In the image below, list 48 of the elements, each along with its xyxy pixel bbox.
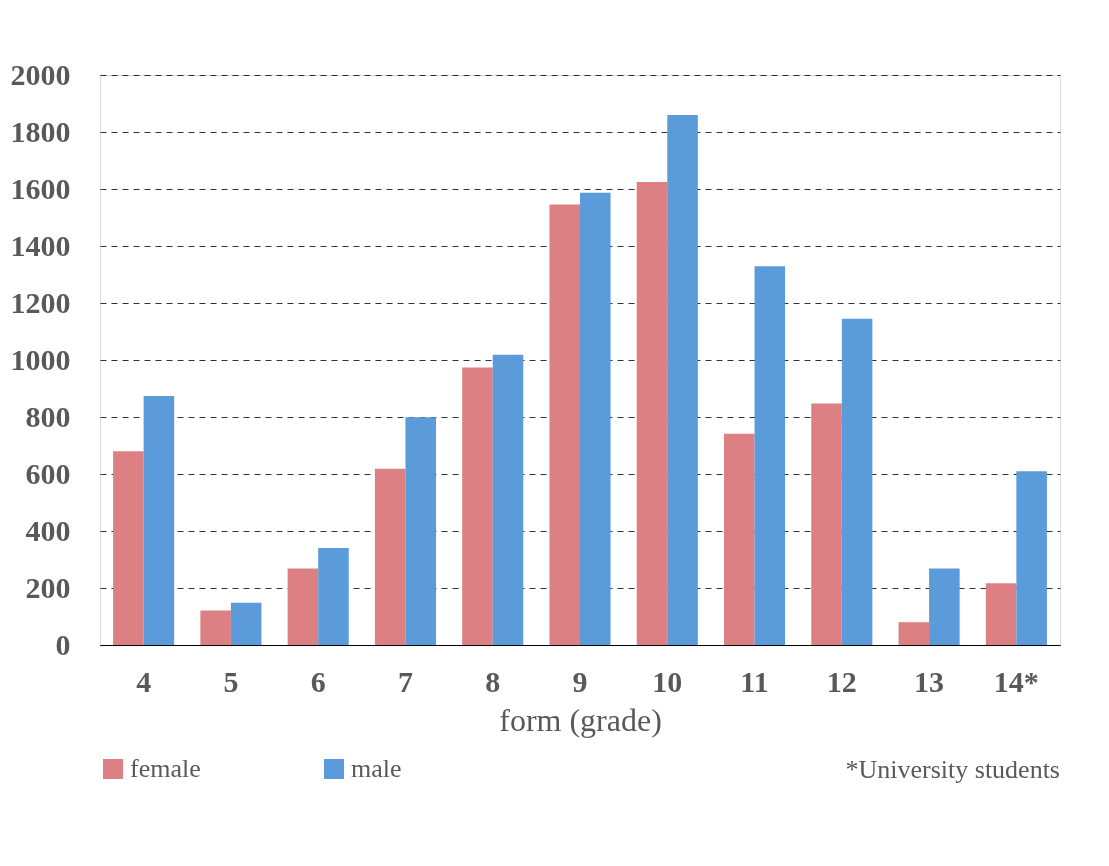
x-tick-label: 13 xyxy=(914,664,945,698)
bar xyxy=(929,568,960,645)
bar xyxy=(462,367,493,645)
x-tick-label: 9 xyxy=(572,664,588,698)
bar xyxy=(1016,471,1047,645)
bar xyxy=(667,114,698,645)
bar xyxy=(492,354,524,645)
legend-label: male xyxy=(351,754,402,783)
bar xyxy=(841,318,873,645)
bar xyxy=(287,568,319,645)
x-tick-label: 10 xyxy=(652,664,683,698)
y-tick-label: 0 xyxy=(55,627,71,661)
bar xyxy=(549,204,580,645)
x-tick-label: 6 xyxy=(310,664,326,698)
bar xyxy=(230,602,262,645)
x-tick-label: 11 xyxy=(740,664,769,698)
bar xyxy=(200,610,231,645)
y-tick-label: 1800 xyxy=(10,114,71,148)
bar xyxy=(113,451,144,645)
bar xyxy=(374,468,406,645)
x-tick-label: 5 xyxy=(223,664,239,698)
y-tick-label: 600 xyxy=(25,456,71,490)
bar xyxy=(580,192,611,645)
bar xyxy=(405,417,436,645)
bar xyxy=(724,433,755,645)
y-tick-label: 200 xyxy=(25,570,71,604)
y-tick-label: 1200 xyxy=(10,285,71,319)
bar xyxy=(636,181,668,645)
y-tick-label: 400 xyxy=(25,513,71,547)
legend-label: female xyxy=(130,754,201,783)
bar xyxy=(985,583,1017,645)
y-tick-label: 1000 xyxy=(10,342,71,376)
y-tick-label: 800 xyxy=(25,399,71,433)
y-tick-label: 2000 xyxy=(10,57,71,91)
bar xyxy=(754,266,786,645)
y-tick-label: 1400 xyxy=(10,228,71,262)
bar xyxy=(143,395,175,645)
bar xyxy=(811,403,842,645)
x-tick-label: 12 xyxy=(826,664,857,698)
x-axis-title: form (grade) xyxy=(499,701,662,738)
text: *University students xyxy=(845,755,1060,784)
x-tick-label: 7 xyxy=(397,664,413,698)
x-tick-label: 14* xyxy=(993,664,1039,698)
x-tick-label: 4 xyxy=(136,664,152,698)
bar xyxy=(318,548,349,645)
y-tick-label: 1600 xyxy=(10,171,71,205)
bar xyxy=(898,622,930,645)
x-tick-label: 8 xyxy=(485,664,501,698)
